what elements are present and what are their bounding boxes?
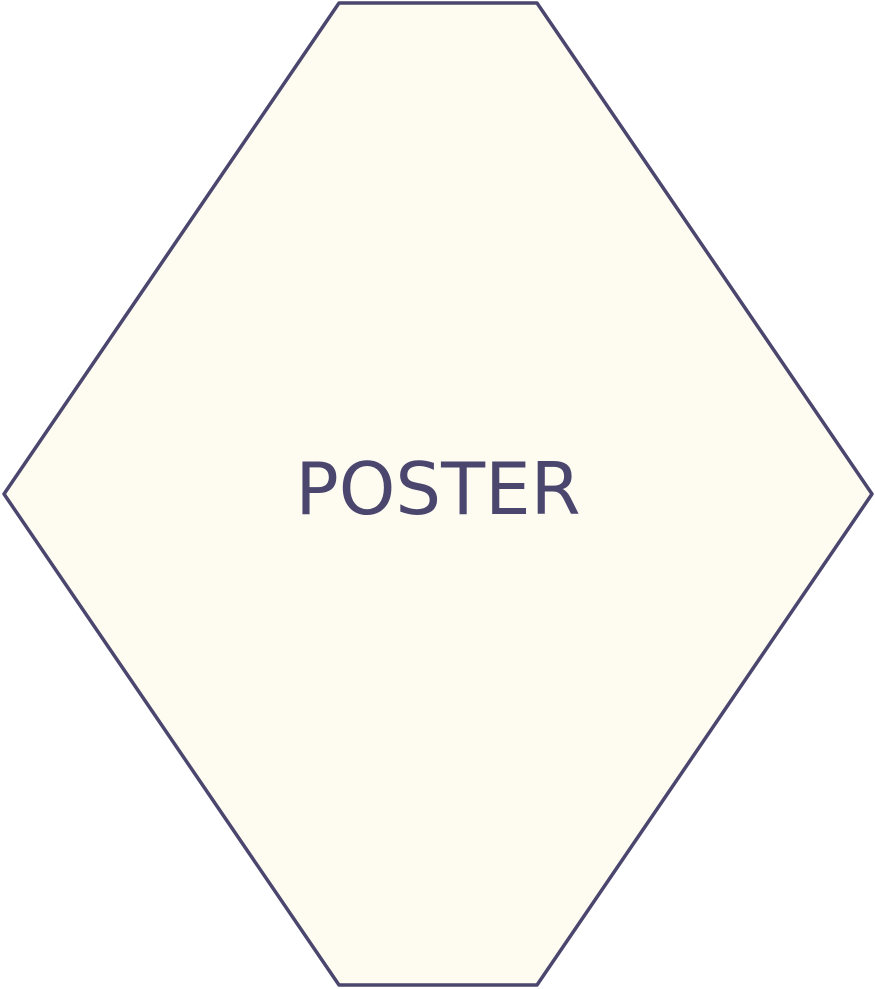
hexagon-label: POSTER — [295, 447, 580, 531]
